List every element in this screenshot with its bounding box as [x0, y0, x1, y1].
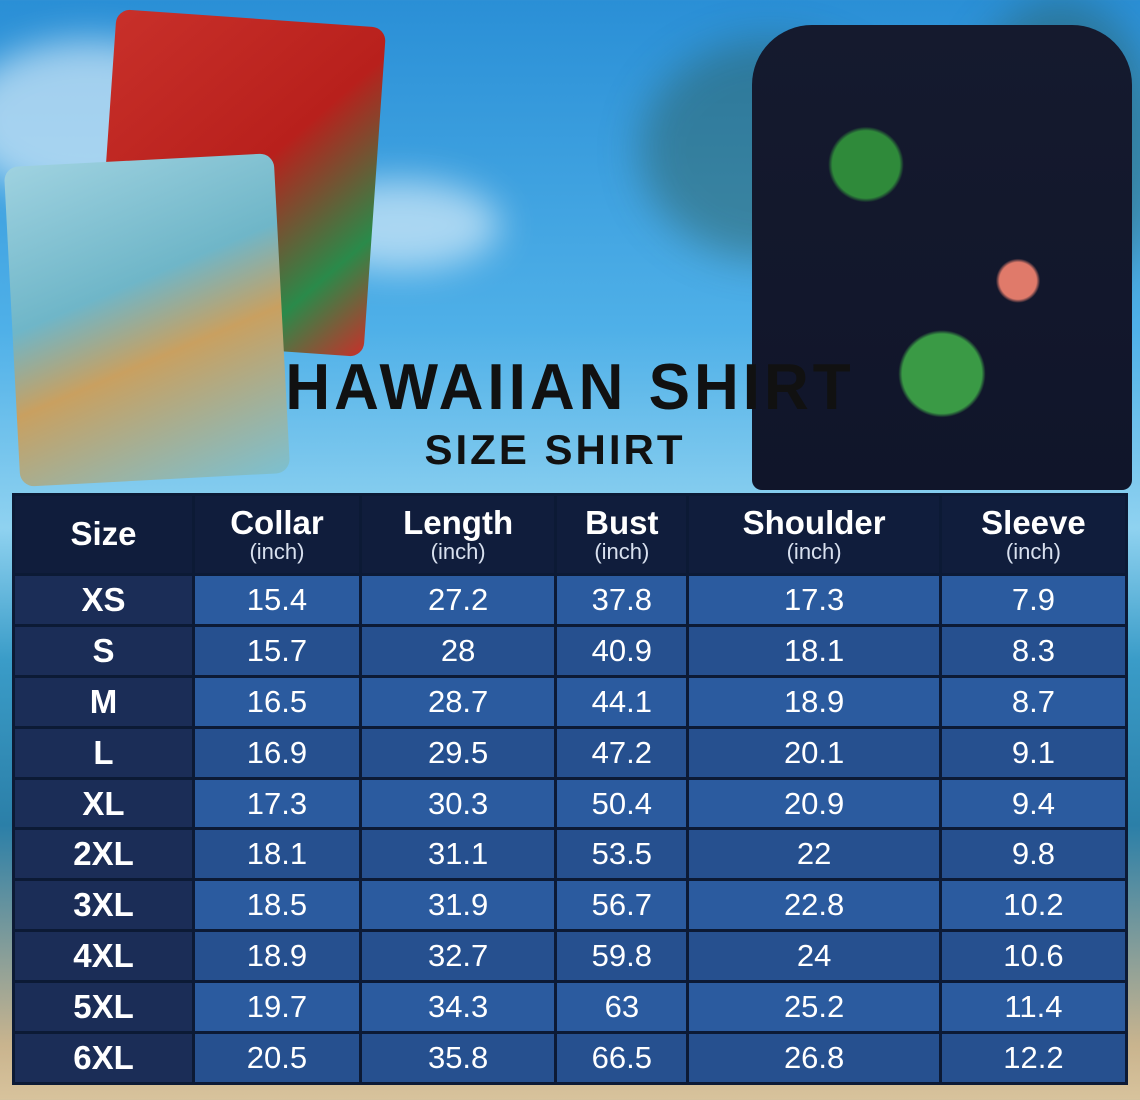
size-cell: 5XL: [12, 980, 195, 1035]
column-header-length: Length (inch): [358, 493, 558, 576]
page-subtitle: SIZE SHIRT: [424, 426, 686, 473]
column-header-sleeve: Sleeve (inch): [938, 493, 1129, 576]
measurement-cell: 11.4: [938, 980, 1129, 1035]
measurement-cell: 35.8: [358, 1031, 558, 1085]
measurement-cell: 63: [554, 980, 690, 1035]
column-label: Shoulder: [742, 503, 886, 541]
measurement-cell: 9.8: [938, 827, 1129, 882]
measurement-cell: 19.7: [192, 980, 362, 1035]
measurement-cell: 22: [686, 827, 942, 882]
measurement-cell: 8.7: [938, 674, 1129, 729]
column-header-bust: Bust (inch): [554, 493, 690, 576]
measurement-cell: 37.8: [554, 573, 690, 627]
measurement-cell: 20.1: [686, 725, 942, 780]
measurement-cell: 22.8: [686, 878, 942, 933]
column-label: Sleeve: [981, 503, 1086, 541]
measurement-cell: 16.9: [192, 725, 362, 780]
measurement-cell: 15.7: [192, 623, 362, 678]
table-row: XL 17.3 30.3 50.4 20.9 9.4: [12, 776, 1129, 831]
column-label: Collar: [230, 503, 324, 541]
table-row: 2XL 18.1 31.1 53.5 22 9.8: [12, 827, 1129, 882]
measurement-cell: 10.2: [938, 878, 1129, 933]
table-row: 3XL 18.5 31.9 56.7 22.8 10.2: [12, 878, 1129, 933]
measurement-cell: 24: [686, 929, 942, 984]
measurement-cell: 9.1: [938, 725, 1129, 780]
measurement-cell: 53.5: [554, 827, 690, 882]
size-cell: 4XL: [12, 929, 195, 984]
measurement-cell: 31.9: [358, 878, 558, 933]
size-cell: L: [12, 725, 195, 780]
measurement-cell: 18.9: [686, 674, 942, 729]
column-unit: (inch): [786, 539, 842, 565]
table-row: XS 15.4 27.2 37.8 17.3 7.9: [12, 573, 1129, 627]
column-unit: (inch): [1005, 539, 1061, 565]
measurement-cell: 27.2: [358, 573, 558, 627]
table-header-row: Size Collar (inch) Length (inch) Bust (inch) Sh…: [12, 493, 1129, 576]
measurement-cell: 18.9: [192, 929, 362, 984]
size-cell: 2XL: [12, 827, 195, 882]
measurement-cell: 25.2: [686, 980, 942, 1035]
column-header-size: Size: [12, 493, 195, 576]
column-header-collar: Collar (inch): [192, 493, 362, 576]
column-label: Size: [70, 515, 137, 553]
measurement-cell: 16.5: [192, 674, 362, 729]
table-row: 6XL 20.5 35.8 66.5 26.8 12.2: [12, 1031, 1129, 1085]
size-cell: 6XL: [12, 1031, 195, 1085]
size-chart-table: Size Collar (inch) Length (inch) Bust (inch) Sh…: [12, 493, 1129, 1085]
column-header-shoulder: Shoulder (inch): [686, 493, 942, 576]
measurement-cell: 17.3: [192, 776, 362, 831]
measurement-cell: 12.2: [938, 1031, 1129, 1085]
column-label: Length: [403, 503, 514, 541]
table-row: 4XL 18.9 32.7 59.8 24 10.6: [12, 929, 1129, 984]
page-title: HAWAIIAN SHIRT: [285, 351, 855, 424]
table-row: M 16.5 28.7 44.1 18.9 8.7: [12, 674, 1129, 729]
table-row: L 16.9 29.5 47.2 20.1 9.1: [12, 725, 1129, 780]
measurement-cell: 9.4: [938, 776, 1129, 831]
model-flamingo-shirt-image: [752, 25, 1132, 490]
measurement-cell: 31.1: [358, 827, 558, 882]
measurement-cell: 18.5: [192, 878, 362, 933]
measurement-cell: 30.3: [358, 776, 558, 831]
measurement-cell: 7.9: [938, 573, 1129, 627]
measurement-cell: 8.3: [938, 623, 1129, 678]
size-cell: S: [12, 623, 195, 678]
size-cell: M: [12, 674, 195, 729]
measurement-cell: 66.5: [554, 1031, 690, 1085]
size-cell: XS: [12, 573, 195, 627]
measurement-cell: 32.7: [358, 929, 558, 984]
measurement-cell: 44.1: [554, 674, 690, 729]
measurement-cell: 18.1: [192, 827, 362, 882]
size-cell: 3XL: [12, 878, 195, 933]
measurement-cell: 26.8: [686, 1031, 942, 1085]
measurement-cell: 56.7: [554, 878, 690, 933]
column-label: Bust: [585, 503, 659, 541]
size-cell: XL: [12, 776, 195, 831]
measurement-cell: 20.9: [686, 776, 942, 831]
measurement-cell: 17.3: [686, 573, 942, 627]
measurement-cell: 10.6: [938, 929, 1129, 984]
column-unit: (inch): [594, 539, 650, 565]
measurement-cell: 18.1: [686, 623, 942, 678]
measurement-cell: 59.8: [554, 929, 690, 984]
table-row: 5XL 19.7 34.3 63 25.2 11.4: [12, 980, 1129, 1035]
measurement-cell: 29.5: [358, 725, 558, 780]
measurement-cell: 40.9: [554, 623, 690, 678]
measurement-cell: 50.4: [554, 776, 690, 831]
measurement-cell: 34.3: [358, 980, 558, 1035]
measurement-cell: 28.7: [358, 674, 558, 729]
measurement-cell: 47.2: [554, 725, 690, 780]
column-unit: (inch): [430, 539, 486, 565]
column-unit: (inch): [249, 539, 305, 565]
table-row: S 15.7 28 40.9 18.1 8.3: [12, 623, 1129, 678]
measurement-cell: 20.5: [192, 1031, 362, 1085]
measurement-cell: 15.4: [192, 573, 362, 627]
measurement-cell: 28: [358, 623, 558, 678]
